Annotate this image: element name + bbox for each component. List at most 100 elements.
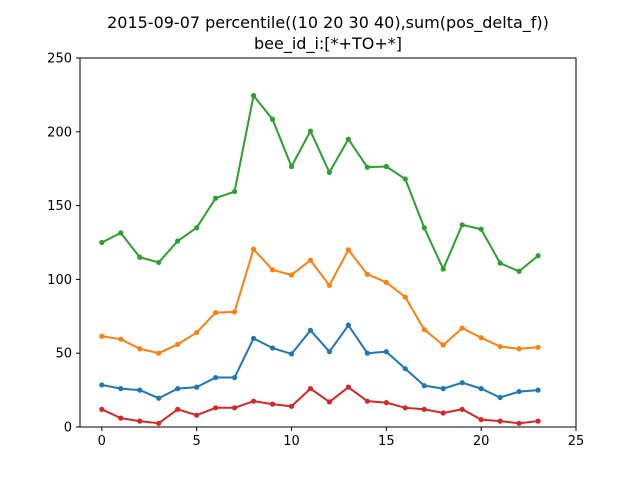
series-3-point bbox=[326, 169, 333, 175]
series-0-point bbox=[175, 406, 181, 412]
series-line-2 bbox=[100, 248, 540, 355]
series-2-point bbox=[440, 342, 446, 348]
series-1-point bbox=[250, 335, 257, 342]
series-0-point bbox=[137, 418, 143, 424]
series-2-point bbox=[288, 272, 295, 278]
x-tick-label: 0 bbox=[98, 434, 106, 449]
series-3-point bbox=[269, 116, 276, 122]
series-3-point bbox=[364, 164, 370, 170]
series-0-point bbox=[440, 410, 446, 416]
series-0-point bbox=[231, 405, 238, 411]
series-2-point bbox=[307, 257, 314, 263]
series-0-point bbox=[156, 420, 162, 426]
series-3-point bbox=[440, 266, 446, 272]
series-0-point bbox=[118, 415, 124, 421]
series-2-point bbox=[213, 310, 219, 316]
series-1-point bbox=[345, 322, 351, 328]
x-tick-label: 10 bbox=[283, 434, 300, 449]
series-3-point bbox=[288, 163, 295, 170]
chart-title-line-2: bee_id_i:[*+TO+*] bbox=[254, 34, 402, 54]
series-0-point bbox=[99, 406, 105, 412]
series-1-point bbox=[478, 386, 484, 392]
series-1-point bbox=[535, 387, 541, 393]
series-2-point bbox=[516, 346, 522, 352]
series-1-point bbox=[231, 374, 238, 381]
series-3-point bbox=[194, 225, 200, 231]
series-1-point bbox=[269, 345, 276, 351]
series-1-point bbox=[402, 366, 408, 372]
series-1-point bbox=[175, 386, 181, 392]
series-1-point bbox=[137, 387, 143, 393]
series-1-point bbox=[99, 382, 105, 388]
x-tick-label: 15 bbox=[378, 434, 395, 449]
series-3-point bbox=[175, 238, 181, 244]
y-axis: 0 50 100 150 200 250 bbox=[47, 52, 80, 436]
series-3-point bbox=[307, 128, 314, 134]
x-tick-label: 20 bbox=[473, 434, 490, 449]
series-group bbox=[99, 93, 541, 426]
series-2-point bbox=[118, 336, 124, 342]
series-0-point bbox=[213, 405, 219, 411]
series-1-point bbox=[383, 349, 389, 355]
series-2-point bbox=[231, 309, 238, 315]
series-3-point bbox=[99, 239, 105, 246]
series-0-point bbox=[535, 418, 541, 424]
series-0-point bbox=[345, 384, 351, 390]
series-1-point bbox=[497, 394, 503, 401]
series-1-point bbox=[156, 395, 162, 401]
series-2-point bbox=[345, 247, 351, 253]
series-1-point bbox=[213, 374, 219, 381]
series-2-point bbox=[269, 267, 276, 273]
series-3-point bbox=[516, 268, 522, 274]
series-3-point bbox=[213, 195, 219, 201]
series-0-point bbox=[307, 386, 314, 392]
series-0-point bbox=[459, 406, 465, 412]
x-tick-label: 25 bbox=[568, 434, 585, 449]
series-2-point bbox=[156, 350, 162, 356]
series-2-point bbox=[535, 344, 541, 350]
series-0-point bbox=[326, 399, 333, 405]
series-1-point bbox=[307, 327, 314, 333]
series-0-point bbox=[516, 420, 522, 426]
series-line-0 bbox=[100, 386, 540, 425]
y-tick-label: 200 bbox=[47, 125, 72, 140]
series-1-point bbox=[118, 386, 124, 392]
series-2-point bbox=[137, 346, 143, 352]
y-tick-label: 100 bbox=[47, 273, 72, 288]
series-3-point bbox=[137, 254, 143, 260]
series-3-point bbox=[497, 260, 503, 266]
series-0-point bbox=[497, 418, 503, 424]
series-line-3 bbox=[100, 94, 540, 273]
series-0-point bbox=[421, 406, 427, 412]
series-line-1 bbox=[100, 324, 540, 400]
series-3-point bbox=[250, 93, 257, 99]
series-3-point bbox=[345, 136, 351, 142]
series-1-point bbox=[440, 386, 446, 392]
y-tick-label: 50 bbox=[55, 347, 72, 362]
x-tick-label: 5 bbox=[193, 434, 201, 449]
series-2-point bbox=[421, 326, 427, 333]
chart-title: 2015-09-07 percentile((10 20 30 40),sum(… bbox=[107, 13, 549, 54]
series-2-point bbox=[478, 335, 484, 341]
series-1-point bbox=[326, 349, 333, 355]
series-3-point bbox=[478, 226, 484, 232]
series-0-point bbox=[478, 417, 484, 423]
series-2-point bbox=[383, 279, 389, 285]
series-3-point bbox=[402, 176, 408, 182]
series-3-point bbox=[383, 163, 389, 170]
series-1-point bbox=[459, 380, 465, 386]
series-2-point bbox=[459, 325, 465, 331]
series-0-point bbox=[250, 398, 257, 404]
y-tick-label: 0 bbox=[64, 421, 72, 436]
series-0-point bbox=[194, 412, 200, 418]
series-2-point bbox=[402, 294, 408, 300]
series-1-point bbox=[288, 351, 295, 357]
series-3-point bbox=[231, 188, 238, 195]
series-2-point bbox=[326, 282, 333, 288]
series-3-point bbox=[459, 222, 465, 228]
series-1-point bbox=[516, 388, 522, 395]
series-0-point bbox=[364, 398, 370, 404]
y-tick-label: 150 bbox=[47, 199, 72, 214]
